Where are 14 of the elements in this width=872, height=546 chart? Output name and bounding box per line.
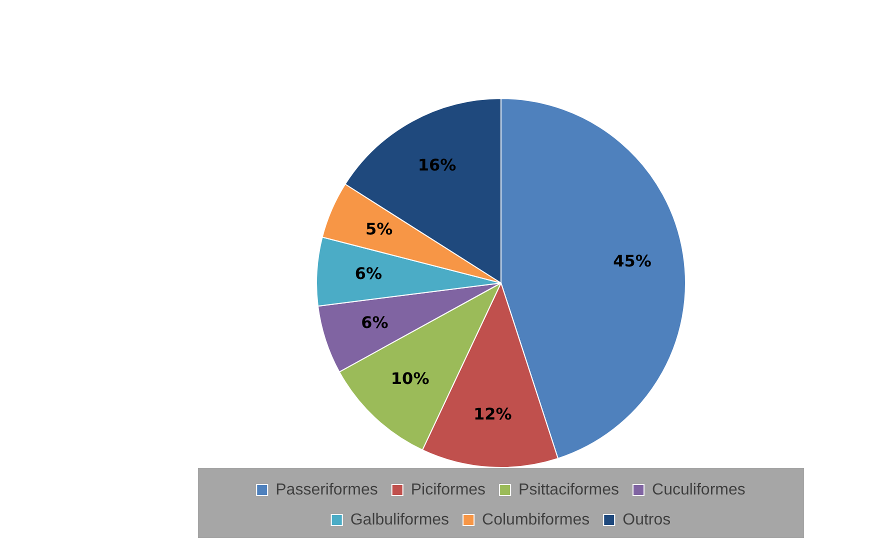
legend-label: Cuculiformes [652, 481, 746, 498]
data-label: 45% [613, 251, 652, 270]
data-label: 16% [418, 156, 456, 175]
legend-label: Galbuliformes [350, 511, 450, 528]
data-label: 10% [390, 368, 430, 388]
legend-label: Columbiformes [482, 511, 590, 528]
legend-label: Piciformes [410, 481, 486, 498]
data-label: 6% [354, 264, 382, 283]
data-label: 5% [366, 219, 393, 238]
data-label: 6% [361, 313, 388, 332]
legend-label: Passeriformes [276, 481, 378, 498]
legend-label: Outros [622, 511, 671, 528]
data-label: 12% [474, 404, 512, 424]
legend-label: Psittaciformes [518, 481, 620, 498]
